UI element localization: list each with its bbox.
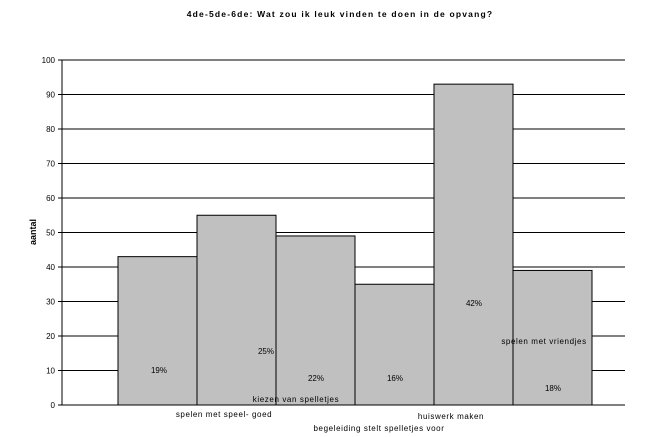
y-tick-label: 40 xyxy=(46,263,55,272)
percent-label: 19% xyxy=(151,366,167,375)
bar xyxy=(433,83,514,406)
percent-label: 18% xyxy=(545,384,561,393)
y-tick-label: 0 xyxy=(51,401,56,410)
y-tick-label: 90 xyxy=(46,91,55,100)
category-label: spelen met vriendjes xyxy=(501,337,586,346)
bars xyxy=(117,83,593,406)
bar xyxy=(117,256,198,406)
percent-labels: 19% 25% 22% 16% 42% 18% xyxy=(151,299,561,393)
y-tick-label: 50 xyxy=(46,229,55,238)
percent-label: 42% xyxy=(466,299,482,308)
chart-title: 4de-5de-6de: Wat zou ik leuk vinden te d… xyxy=(187,9,494,19)
y-axis-label: aantal xyxy=(28,219,38,245)
y-tick-labels: 0 10 20 30 40 50 60 70 80 90 100 xyxy=(42,56,56,410)
percent-label: 16% xyxy=(387,374,403,383)
y-tick-label: 30 xyxy=(46,298,55,307)
y-tick-label: 60 xyxy=(46,194,55,203)
y-tick-label: 80 xyxy=(46,125,55,134)
y-tick-label: 10 xyxy=(46,367,55,376)
category-labels: spelen met speel- goed kiezen van spellet… xyxy=(176,337,586,433)
category-label: kiezen van spelletjes xyxy=(253,395,339,404)
y-tick-label: 70 xyxy=(46,160,55,169)
category-label: huiswerk maken xyxy=(418,412,484,421)
percent-label: 22% xyxy=(308,374,324,383)
category-label: spelen met speel- goed xyxy=(176,410,272,419)
y-tick-label: 20 xyxy=(46,332,55,341)
percent-label: 25% xyxy=(258,347,274,356)
category-label: begeleiding stelt spelletjes voor xyxy=(314,424,445,433)
bar xyxy=(354,283,435,406)
y-tick-label: 100 xyxy=(42,56,56,65)
bar xyxy=(196,214,277,406)
